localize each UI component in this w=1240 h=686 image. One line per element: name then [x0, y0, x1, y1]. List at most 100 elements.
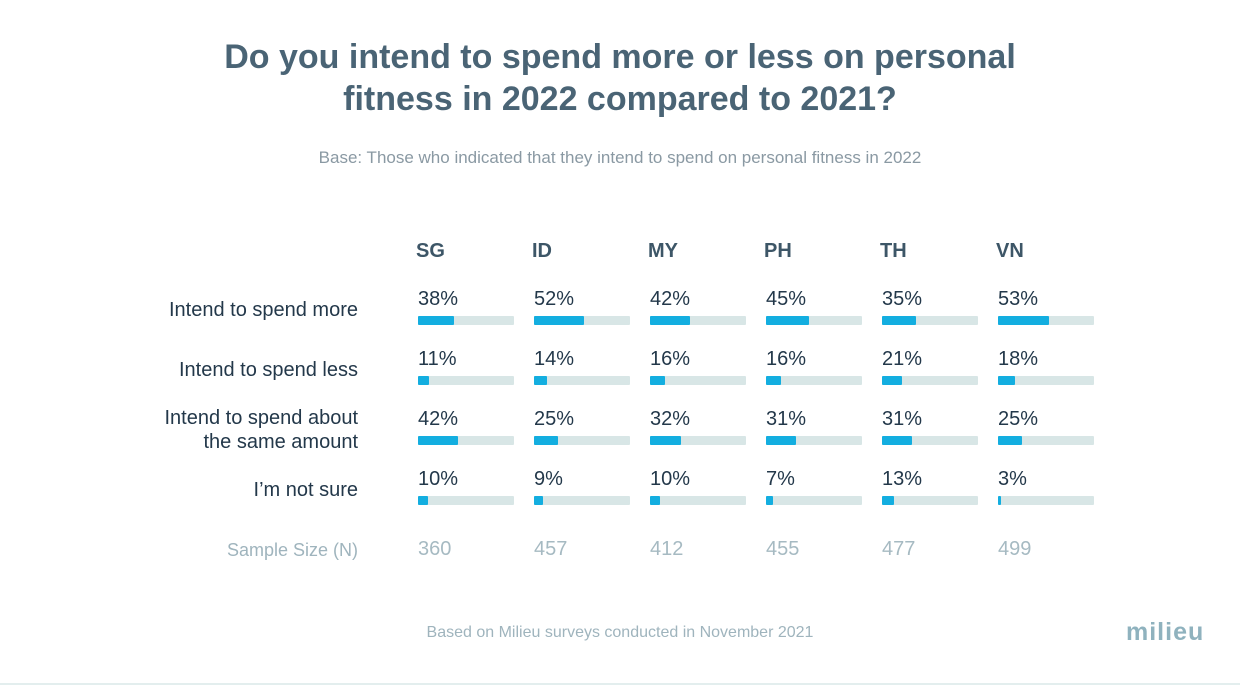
sample-size-value: 360 — [418, 538, 452, 560]
column-header-th: TH — [880, 240, 907, 262]
bar-track — [998, 376, 1094, 385]
value-label: 13% — [882, 468, 923, 490]
bar-fill — [418, 316, 455, 325]
bar-track — [650, 496, 746, 505]
row-label-line: Intend to spend about — [164, 407, 359, 429]
bar-track — [418, 316, 514, 325]
bar-fill — [998, 316, 1049, 325]
bar-fill — [534, 316, 584, 325]
sample-size-value: 499 — [998, 538, 1032, 560]
bottom-divider — [0, 683, 1240, 685]
column-header-id: ID — [532, 240, 552, 262]
value-label: 7% — [766, 468, 795, 490]
bar-fill — [882, 376, 903, 385]
row-label-line: the same amount — [203, 431, 358, 453]
value-label: 18% — [998, 348, 1039, 370]
bar-fill — [418, 436, 459, 445]
bar-track — [418, 436, 514, 445]
bar-track — [534, 376, 630, 385]
value-label: 35% — [882, 288, 923, 310]
value-label: 31% — [766, 408, 807, 430]
row-label-1: Intend to spend more — [80, 298, 358, 322]
row-label-3: Intend to spend about the same amount — [80, 406, 359, 454]
bar-track — [534, 436, 630, 445]
value-label: 10% — [650, 468, 691, 490]
value-label: 21% — [882, 348, 923, 370]
row-label-line: Intend to spend less — [178, 359, 358, 381]
bar-fill — [766, 316, 810, 325]
bar-track — [882, 316, 978, 325]
value-label: 14% — [534, 348, 575, 370]
bar-track — [882, 496, 978, 505]
column-header-vn: VN — [996, 240, 1024, 262]
value-label: 11% — [418, 348, 457, 370]
bar-track — [766, 316, 862, 325]
bar-fill — [882, 496, 895, 505]
column-header-sg: SG — [416, 240, 445, 262]
row-label-4: I’m not sure — [80, 478, 358, 502]
title-line-2: fitness in 2022 compared to 2021? — [343, 80, 897, 118]
column-header-ph: PH — [764, 240, 792, 262]
bar-fill — [998, 376, 1016, 385]
bar-fill — [766, 436, 796, 445]
value-label: 38% — [418, 288, 459, 310]
value-label: 25% — [534, 408, 575, 430]
bar-fill — [650, 376, 666, 385]
value-label: 53% — [998, 288, 1039, 310]
value-label: 10% — [418, 468, 459, 490]
bar-track — [766, 436, 862, 445]
value-label: 42% — [650, 288, 691, 310]
bar-fill — [882, 436, 912, 445]
bar-track — [534, 316, 630, 325]
bar-fill — [998, 436, 1022, 445]
value-label: 16% — [766, 348, 807, 370]
milieu-logo: milieu — [1126, 618, 1205, 646]
row-label-line: I’m not sure — [253, 479, 358, 501]
bar-track — [998, 496, 1094, 505]
column-header-my: MY — [648, 240, 678, 262]
sample-size-value: 457 — [534, 538, 568, 560]
footer-note: Based on Milieu surveys conducted in Nov… — [426, 624, 814, 641]
bar-fill — [534, 436, 558, 445]
bar-fill — [534, 376, 548, 385]
bar-track — [998, 436, 1094, 445]
bar-track — [882, 436, 978, 445]
bar-track — [766, 376, 862, 385]
bar-track — [766, 496, 862, 505]
bar-fill — [534, 496, 543, 505]
row-label-line: Intend to spend more — [168, 299, 358, 321]
sample-size-label: Sample Size (N) — [226, 540, 358, 560]
bar-track — [998, 316, 1094, 325]
bar-fill — [418, 376, 429, 385]
bar-fill — [766, 496, 773, 505]
bar-fill — [650, 496, 660, 505]
row-label-2: Intend to spend less — [80, 358, 358, 382]
value-label: 52% — [534, 288, 575, 310]
bar-track — [650, 376, 746, 385]
bar-track — [534, 496, 630, 505]
bar-fill — [650, 436, 681, 445]
value-label: 25% — [998, 408, 1039, 430]
sample-size-value: 477 — [882, 538, 916, 560]
sample-size-value: 412 — [650, 538, 684, 560]
bar-track — [882, 376, 978, 385]
bar-fill — [766, 376, 782, 385]
title-line-1: Do you intend to spend more or less on p… — [224, 38, 1016, 76]
value-label: 31% — [882, 408, 923, 430]
bar-track — [650, 436, 746, 445]
bar-track — [650, 316, 746, 325]
chart-title: Do you intend to spend more or less on p… — [0, 36, 1240, 120]
bar-fill — [882, 316, 916, 325]
sample-size-value: 455 — [766, 538, 800, 560]
bar-track — [418, 376, 514, 385]
value-label: 16% — [650, 348, 691, 370]
value-label: 3% — [998, 468, 1027, 490]
value-label: 32% — [650, 408, 691, 430]
value-label: 9% — [534, 468, 563, 490]
bar-fill — [998, 496, 1001, 505]
value-label: 45% — [766, 288, 807, 310]
value-label: 42% — [418, 408, 459, 430]
chart-subtitle: Base: Those who indicated that they inte… — [318, 148, 922, 167]
bar-fill — [650, 316, 691, 325]
bar-fill — [418, 496, 428, 505]
